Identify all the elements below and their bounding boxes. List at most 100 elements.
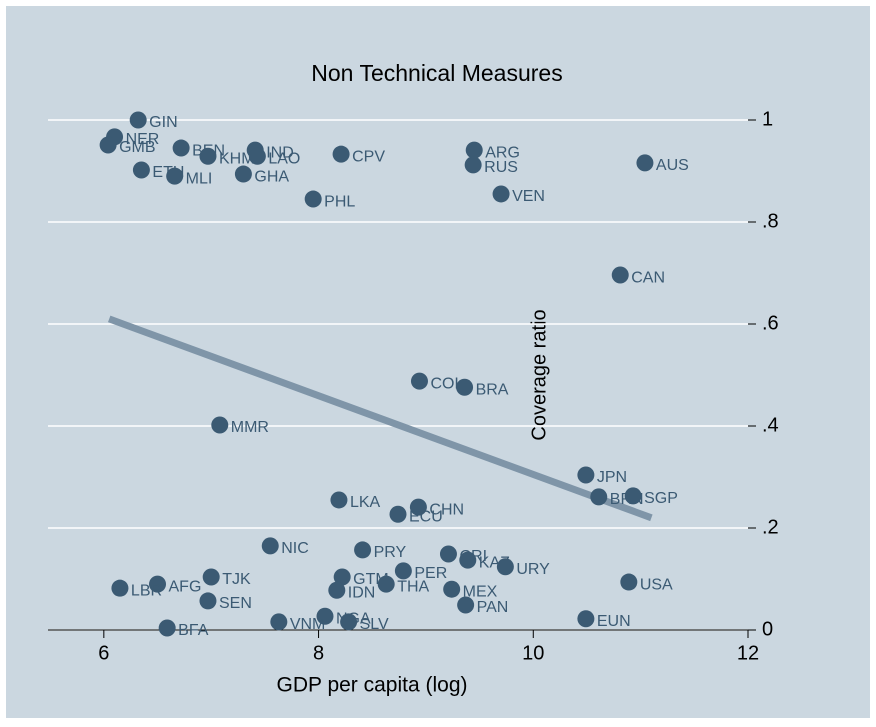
point — [354, 541, 372, 559]
x-tick-label: 12 — [737, 642, 759, 664]
point-label: PHL — [324, 193, 355, 210]
point-label: CHN — [429, 501, 464, 518]
point-label: AUS — [656, 157, 689, 174]
point — [211, 416, 229, 434]
y-tick-label: 0 — [762, 618, 773, 640]
point-label: COL — [430, 375, 463, 392]
y-tick-label: .6 — [762, 312, 779, 334]
point — [636, 154, 654, 172]
point — [304, 190, 322, 208]
point — [261, 537, 279, 555]
fit-line — [107, 315, 653, 522]
point — [624, 487, 642, 505]
point — [465, 141, 483, 159]
point-label: RUS — [484, 159, 518, 176]
point-label: VNM — [290, 616, 326, 633]
point-label: KHM — [219, 150, 255, 167]
point — [199, 147, 217, 165]
point-label: NER — [126, 131, 160, 148]
point-label: GMB — [119, 139, 155, 156]
point — [389, 505, 407, 523]
y-tick-label: .8 — [762, 210, 779, 232]
point-label: GIN — [149, 114, 177, 131]
point-label: SEN — [219, 595, 252, 612]
point — [328, 581, 346, 599]
point-label: PER — [414, 565, 447, 582]
point-label: JPN — [597, 469, 627, 486]
point — [202, 568, 220, 586]
point — [439, 545, 457, 563]
point — [492, 185, 510, 203]
point — [464, 156, 482, 174]
point — [132, 161, 150, 179]
point-label: NIC — [281, 540, 309, 557]
x-tick-label: 6 — [98, 642, 109, 664]
point — [456, 378, 474, 396]
point — [443, 580, 461, 598]
point-label: URY — [516, 561, 550, 578]
y-tick-label: 1 — [762, 108, 773, 130]
point — [496, 558, 514, 576]
point-label: LBR — [131, 582, 162, 599]
point-label: MMR — [231, 419, 269, 436]
point — [577, 610, 595, 628]
x-axis-label: GDP per capita (log) — [276, 674, 467, 697]
point — [340, 613, 358, 631]
point — [577, 466, 595, 484]
point — [394, 562, 412, 580]
background — [6, 6, 870, 718]
point-label: CAN — [631, 269, 665, 286]
point — [457, 596, 475, 614]
point-label: MLI — [186, 170, 213, 187]
point — [459, 551, 477, 569]
point-label: TJK — [222, 571, 251, 588]
point — [158, 619, 176, 637]
point-label: IND — [266, 144, 294, 161]
point — [332, 145, 350, 163]
point — [333, 568, 351, 586]
point — [111, 579, 129, 597]
point — [316, 607, 334, 625]
point-label: GHA — [254, 168, 289, 185]
point — [172, 139, 190, 157]
point-label: ECU — [409, 508, 443, 525]
chart-title: Non Technical Measures — [311, 60, 562, 86]
y-axis-label: Coverage ratio — [528, 309, 550, 440]
point — [129, 111, 147, 129]
point — [590, 488, 608, 506]
point-label: IDN — [348, 584, 376, 601]
point — [99, 136, 117, 154]
point — [410, 372, 428, 390]
point-label: MEX — [463, 583, 498, 600]
point — [166, 167, 184, 185]
point-label: LAO — [268, 150, 300, 167]
point-label: SGP — [644, 490, 678, 507]
point — [330, 491, 348, 509]
point-label: PAN — [477, 599, 509, 616]
point — [611, 266, 629, 284]
point-label: EUN — [597, 613, 631, 630]
point — [620, 573, 638, 591]
point — [409, 498, 427, 516]
point-label: ARG — [485, 144, 520, 161]
point — [149, 575, 167, 593]
point-label: SLV — [360, 616, 389, 633]
point — [234, 165, 252, 183]
point — [199, 592, 217, 610]
point-label: USA — [640, 576, 673, 593]
x-tick-label: 8 — [313, 642, 324, 664]
point — [248, 147, 266, 165]
point — [377, 575, 395, 593]
y-tick-label: .4 — [762, 414, 779, 436]
point-label: CPV — [352, 148, 385, 165]
point-label: AFG — [169, 578, 202, 595]
point-label: BRA — [476, 381, 509, 398]
point-label: BFA — [178, 622, 209, 639]
point-label: PRY — [374, 544, 407, 561]
point — [270, 613, 288, 631]
y-tick-label: .2 — [762, 516, 779, 538]
point-label: THA — [397, 578, 429, 595]
x-tick-label: 10 — [522, 642, 544, 664]
point-label: LKA — [350, 494, 381, 511]
